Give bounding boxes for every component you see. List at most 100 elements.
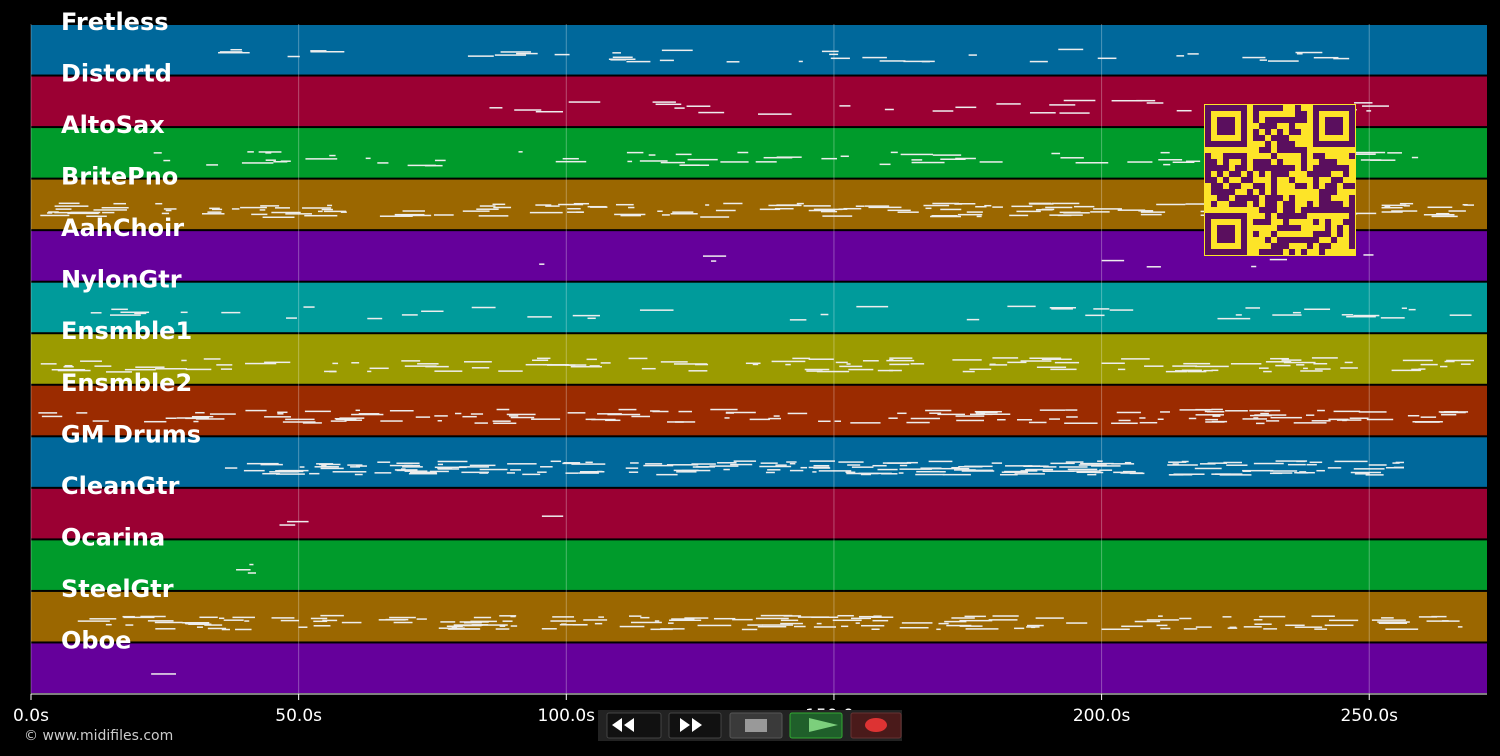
note [310, 51, 345, 53]
note [789, 462, 796, 465]
note [1014, 627, 1025, 630]
note [278, 469, 309, 472]
record-button[interactable] [850, 712, 902, 739]
qr-cell [1277, 195, 1283, 201]
note [285, 418, 315, 421]
note [1385, 628, 1419, 630]
note [915, 473, 945, 476]
note [286, 317, 297, 319]
note [711, 260, 717, 262]
note [631, 415, 651, 418]
note [1101, 362, 1125, 365]
note [906, 461, 918, 464]
note [271, 211, 301, 214]
qr-cell [1271, 105, 1277, 111]
qr-cell [1325, 207, 1331, 213]
note [493, 206, 512, 209]
note [989, 364, 1008, 366]
note [959, 619, 993, 622]
note [393, 621, 413, 624]
note [808, 466, 830, 469]
note [510, 416, 535, 419]
note [321, 465, 327, 467]
note [1314, 628, 1328, 630]
note [1317, 409, 1325, 412]
note [1215, 473, 1243, 475]
note [1138, 210, 1154, 212]
rewind-button[interactable] [606, 712, 662, 739]
note [723, 468, 730, 471]
note [787, 412, 808, 415]
qr-cell [1289, 129, 1295, 135]
note [889, 363, 910, 366]
note [1176, 55, 1185, 57]
note [407, 164, 436, 167]
qr-cell [1313, 165, 1319, 171]
note [1313, 56, 1339, 59]
qr-cell [1253, 231, 1259, 237]
note [1059, 112, 1090, 114]
note [767, 469, 781, 471]
note [667, 421, 696, 423]
note [942, 473, 971, 476]
stop-button[interactable] [729, 712, 783, 739]
note [652, 410, 669, 413]
note [1378, 622, 1408, 624]
note [1351, 212, 1377, 215]
note [1064, 422, 1098, 424]
note [1172, 463, 1179, 465]
grid [30, 24, 1370, 694]
note [626, 60, 651, 63]
note [1014, 473, 1045, 475]
note [655, 103, 682, 106]
fast-forward-button[interactable] [668, 712, 722, 739]
note [40, 214, 70, 217]
note [367, 370, 372, 373]
note [1140, 213, 1162, 216]
note [1016, 210, 1041, 213]
note [1365, 474, 1384, 476]
note [302, 422, 322, 424]
qr-cell [1319, 207, 1325, 213]
note [154, 621, 183, 624]
note [899, 626, 929, 629]
note [510, 469, 521, 471]
qr-cell [1295, 237, 1301, 243]
qr-cell [1277, 249, 1283, 255]
note [1093, 208, 1122, 210]
qr-cell [1289, 147, 1295, 153]
qr-cell [1277, 147, 1283, 153]
note [298, 626, 308, 628]
note [811, 616, 839, 619]
note [258, 151, 282, 153]
note [274, 207, 290, 209]
note [1217, 317, 1251, 320]
qr-cell [1349, 231, 1355, 237]
note [670, 213, 698, 215]
note [1051, 308, 1073, 310]
qr-cell [1331, 165, 1337, 171]
note [1146, 102, 1164, 104]
qr-cell [1271, 195, 1277, 201]
note [527, 316, 552, 318]
qr-cell [1343, 165, 1349, 171]
qr-cell [1289, 249, 1295, 255]
note [309, 472, 320, 475]
note [700, 216, 730, 218]
qr-cell [1313, 237, 1319, 243]
qr-cell [1271, 177, 1277, 183]
note [1381, 617, 1394, 619]
play-button[interactable] [789, 712, 843, 739]
qr-cell [1265, 195, 1271, 201]
note [834, 420, 842, 422]
note [310, 50, 327, 52]
note [235, 628, 252, 631]
note [900, 153, 934, 156]
note [695, 363, 709, 366]
note [562, 462, 574, 465]
note [709, 465, 739, 467]
qr-finder [1217, 117, 1235, 135]
note [453, 624, 484, 626]
qr-cell [1277, 141, 1283, 147]
note [404, 365, 437, 367]
